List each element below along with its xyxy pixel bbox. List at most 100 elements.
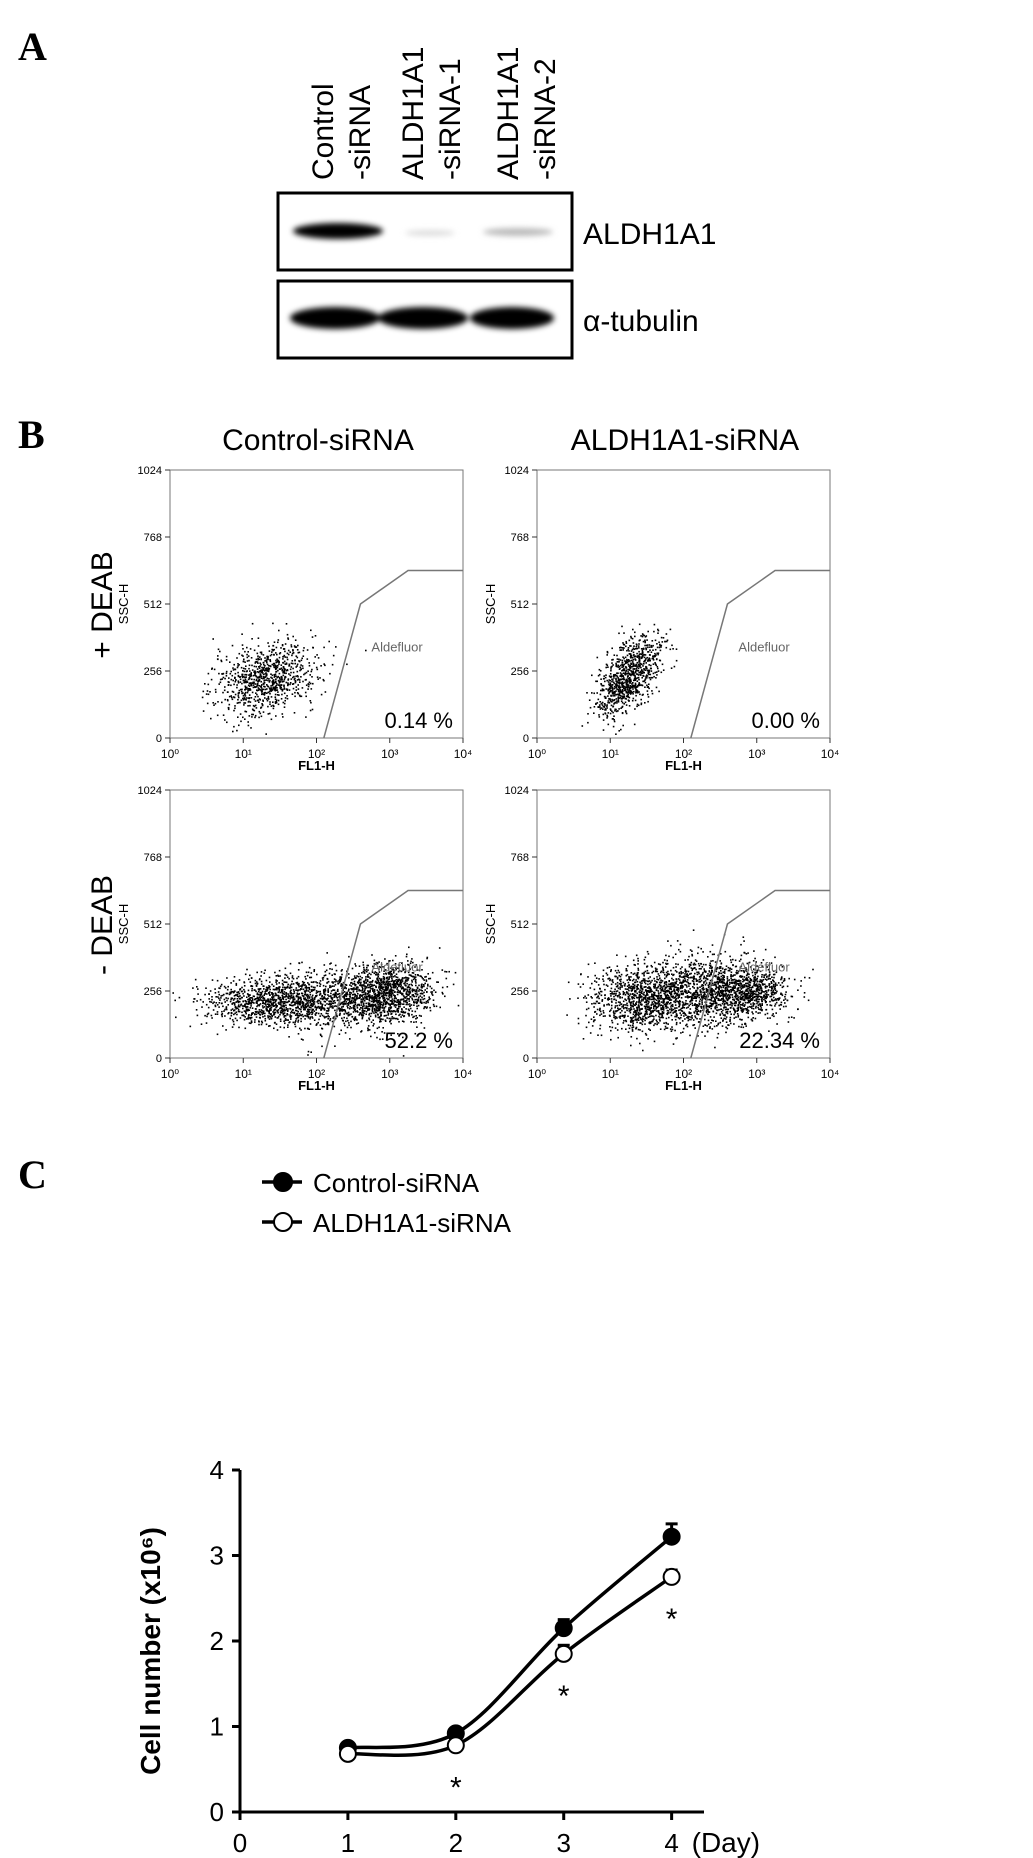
event-dot [250,684,253,687]
event-dot [273,705,275,707]
event-dot [394,955,397,957]
event-dot [371,979,374,982]
event-dot [372,1010,374,1013]
y-tick-label: 0 [523,733,529,745]
event-dot [326,999,328,1001]
x-tick-label: 10² [308,1067,325,1081]
event-dot [399,1013,401,1016]
event-dot [619,664,622,667]
event-dot [373,992,375,994]
event-dot [273,674,276,676]
event-dot [615,678,617,681]
event-dot [267,691,270,694]
event-dot [268,667,271,670]
event-dot [245,665,247,667]
event-dot [627,686,630,688]
event-dot [350,1000,352,1003]
event-dot [653,977,655,980]
event-dot [266,663,269,666]
event-dot [224,1001,226,1003]
event-dot [658,646,661,649]
event-dot [276,689,279,691]
event-dot [609,990,612,992]
event-dot [639,662,642,665]
event-dot [385,1000,388,1003]
event-dot [244,1011,247,1013]
event-dot [260,658,262,660]
event-dot [211,668,213,670]
event-dot [262,1002,264,1004]
event-dot [295,989,297,991]
event-dot [631,673,633,676]
event-dot [305,671,308,674]
event-dot [627,647,630,649]
event-dot [247,721,249,723]
event-dot [246,686,248,689]
event-dot [230,670,232,673]
event-dot [357,987,359,989]
event-dot [275,987,278,989]
event-dot [266,658,268,660]
event-dot [407,1008,410,1011]
event-dot [360,1013,363,1015]
event-dot [385,991,388,994]
event-dot [283,1016,285,1018]
event-dot [264,676,267,678]
event-dot [329,984,331,987]
event-dot [262,985,264,987]
event-dot [615,733,617,735]
event-dot [223,998,226,1001]
event-dot [388,989,391,992]
event-dot [454,971,457,974]
event-dot [386,983,388,985]
event-dot [322,984,325,987]
event-dot [655,671,658,673]
event-dot [408,1015,410,1017]
event-dot [369,981,372,983]
event-dot [627,696,629,698]
event-dot [384,1005,387,1008]
event-dot [657,629,660,632]
event-dot [423,1027,426,1029]
event-dot [649,673,652,676]
event-dot [280,684,283,686]
event-dot [609,712,612,715]
event-dot [283,996,286,998]
event-dot [367,1003,370,1006]
event-dot [356,990,358,993]
event-dot [633,679,635,682]
event-dot [299,1001,302,1004]
event-dot [312,986,315,989]
event-dot [630,690,633,693]
event-dot [626,979,629,981]
event-dot [284,677,286,679]
event-dot [279,975,281,977]
event-dot [214,992,217,994]
event-dot [263,997,266,1000]
event-dot [358,972,360,975]
event-dot [280,688,282,691]
event-dot [649,659,651,662]
event-dot [651,1020,653,1023]
event-dot [369,995,371,997]
event-dot [625,645,627,648]
event-dot [633,963,636,966]
event-dot [569,998,571,1000]
event-dot [670,1008,673,1010]
event-dot [396,982,399,984]
event-dot [625,669,627,672]
event-dot [615,690,617,692]
event-dot [251,998,254,1000]
event-dot [645,647,647,649]
event-dot [323,679,325,682]
event-dot [287,993,289,995]
event-dot [415,978,417,981]
event-dot [377,979,379,981]
event-dot [599,670,602,672]
event-dot [239,998,242,1000]
event-dot [331,663,334,666]
event-dot [256,992,259,994]
event-dot [216,1004,219,1006]
event-dot [262,668,265,670]
